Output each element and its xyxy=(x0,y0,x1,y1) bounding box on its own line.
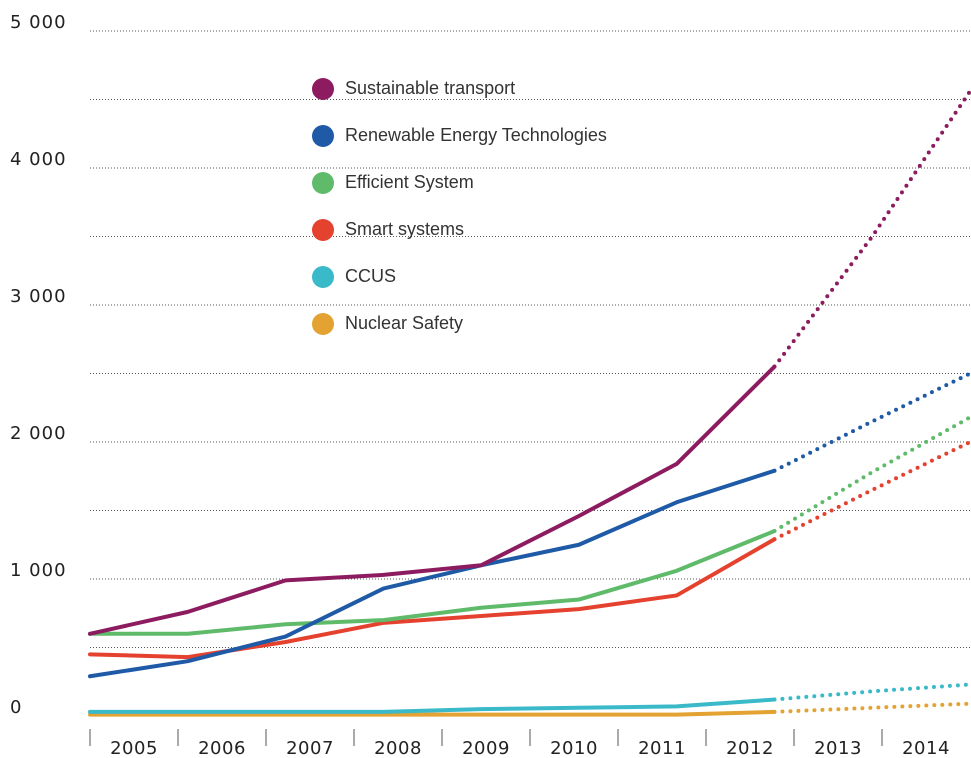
x-tick-label: 2014 xyxy=(902,738,950,758)
projected-line xyxy=(772,89,971,369)
y-tick-label: 5 000 xyxy=(10,12,67,33)
projected-line xyxy=(772,682,971,702)
x-tick-label: 2005 xyxy=(110,738,158,758)
x-tick-label: 2013 xyxy=(814,738,862,758)
legend-swatch xyxy=(312,172,334,194)
legend-label: Sustainable transport xyxy=(345,78,515,98)
projected-line xyxy=(772,371,971,473)
x-tick-label: 2012 xyxy=(726,738,774,758)
x-tick-label: 2007 xyxy=(286,738,334,758)
projected-line xyxy=(772,415,971,534)
x-tick-label: 2011 xyxy=(638,738,686,758)
legend-label: Efficient System xyxy=(345,172,474,192)
legend-label: Nuclear Safety xyxy=(345,313,463,333)
series-line xyxy=(88,709,777,717)
legend-swatch xyxy=(312,313,334,335)
legend-swatch xyxy=(312,125,334,147)
legend-swatch xyxy=(312,266,334,288)
x-tick-label: 2009 xyxy=(462,738,510,758)
series-line xyxy=(88,529,777,636)
legend-label: Smart systems xyxy=(345,219,464,239)
series-line xyxy=(88,537,777,660)
series-line xyxy=(88,364,777,636)
projected-line xyxy=(772,701,971,714)
legend-label: Renewable Energy Technologies xyxy=(345,125,607,145)
legend-swatch xyxy=(312,78,334,100)
y-tick-label: 1 000 xyxy=(10,560,67,581)
x-tick-label: 2010 xyxy=(550,738,598,758)
legend-swatch xyxy=(312,219,334,241)
series-line xyxy=(88,468,777,679)
y-tick-label: 3 000 xyxy=(10,286,67,307)
x-tick-label: 2006 xyxy=(198,738,246,758)
y-tick-label: 0 xyxy=(10,697,22,718)
y-tick-label: 4 000 xyxy=(10,149,67,170)
x-tick-label: 2008 xyxy=(374,738,422,758)
series-line xyxy=(88,697,777,714)
y-tick-label: 2 000 xyxy=(10,423,67,444)
legend-label: CCUS xyxy=(345,266,396,286)
projected-line xyxy=(772,440,971,542)
